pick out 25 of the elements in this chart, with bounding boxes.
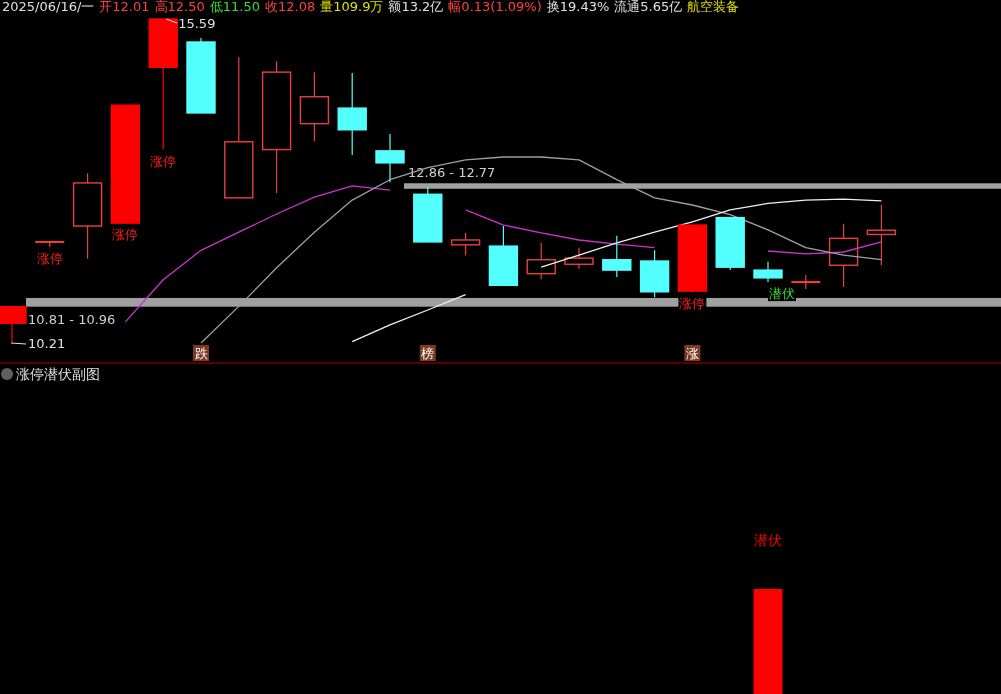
text: 榜 bbox=[421, 346, 435, 361]
annotation: 15.59 bbox=[178, 16, 216, 31]
text: 流通5.65亿 bbox=[614, 0, 683, 14]
text: 低11.50 bbox=[209, 0, 260, 14]
text: 额13.2亿 bbox=[388, 0, 444, 14]
text: 航空装备 bbox=[687, 0, 740, 14]
text: 跌 bbox=[194, 346, 208, 361]
annotation: 涨停 bbox=[112, 227, 139, 243]
text: 收12.08 bbox=[264, 0, 316, 14]
text: 换19.43% bbox=[546, 0, 610, 14]
text: 2025/06/16/一 bbox=[2, 0, 95, 14]
chart-title: 涨停潜伏副图 bbox=[16, 366, 100, 382]
annotation: 涨停 bbox=[36, 251, 63, 267]
annotation: 涨停 bbox=[150, 153, 177, 169]
text: 开12.01 bbox=[99, 0, 150, 14]
text: 幅0.13(1.09%) bbox=[448, 0, 542, 14]
text: 涨 bbox=[685, 346, 699, 361]
annotation: 潜伏 bbox=[769, 286, 795, 302]
annotation: 10.21 bbox=[28, 336, 66, 351]
text: 高12.50 bbox=[154, 0, 205, 14]
band-label: 12.86 - 12.77 bbox=[408, 165, 496, 181]
annotation: 涨停 bbox=[679, 296, 706, 312]
text: 量109.9万 bbox=[320, 0, 384, 14]
band-label: 10.81 - 10.96 bbox=[28, 311, 116, 327]
text: 潜伏 bbox=[754, 532, 782, 548]
